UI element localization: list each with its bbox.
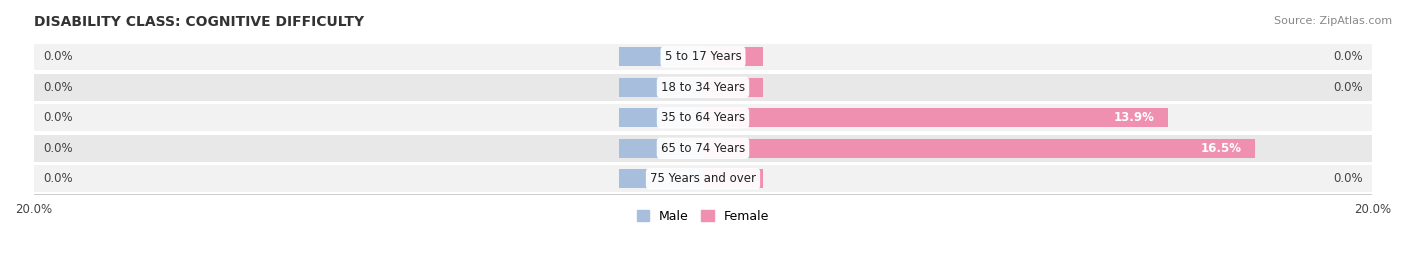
- Bar: [619, 169, 703, 188]
- Text: 0.0%: 0.0%: [44, 142, 73, 155]
- Text: 5 to 17 Years: 5 to 17 Years: [665, 50, 741, 63]
- Text: 0.0%: 0.0%: [44, 172, 73, 185]
- Legend: Male, Female: Male, Female: [631, 205, 775, 228]
- Text: 13.9%: 13.9%: [1114, 111, 1154, 124]
- Text: Source: ZipAtlas.com: Source: ZipAtlas.com: [1274, 16, 1392, 26]
- Text: 18 to 34 Years: 18 to 34 Years: [661, 81, 745, 94]
- Bar: [703, 47, 763, 66]
- Bar: [703, 108, 1168, 127]
- Bar: [619, 108, 703, 127]
- Bar: [703, 78, 763, 97]
- Text: 75 Years and over: 75 Years and over: [650, 172, 756, 185]
- Bar: [619, 139, 703, 158]
- Text: 0.0%: 0.0%: [44, 111, 73, 124]
- Bar: [34, 104, 1372, 131]
- Text: 65 to 74 Years: 65 to 74 Years: [661, 142, 745, 155]
- Text: 0.0%: 0.0%: [1333, 81, 1362, 94]
- Bar: [34, 135, 1372, 162]
- Bar: [34, 74, 1372, 101]
- Text: 0.0%: 0.0%: [1333, 50, 1362, 63]
- Bar: [619, 78, 703, 97]
- Text: 0.0%: 0.0%: [44, 50, 73, 63]
- Bar: [619, 47, 703, 66]
- Text: 16.5%: 16.5%: [1201, 142, 1241, 155]
- Bar: [34, 44, 1372, 70]
- Text: 0.0%: 0.0%: [1333, 172, 1362, 185]
- Bar: [703, 139, 1256, 158]
- Text: 35 to 64 Years: 35 to 64 Years: [661, 111, 745, 124]
- Bar: [703, 169, 763, 188]
- Bar: [34, 165, 1372, 192]
- Text: DISABILITY CLASS: COGNITIVE DIFFICULTY: DISABILITY CLASS: COGNITIVE DIFFICULTY: [34, 15, 364, 29]
- Text: 0.0%: 0.0%: [44, 81, 73, 94]
